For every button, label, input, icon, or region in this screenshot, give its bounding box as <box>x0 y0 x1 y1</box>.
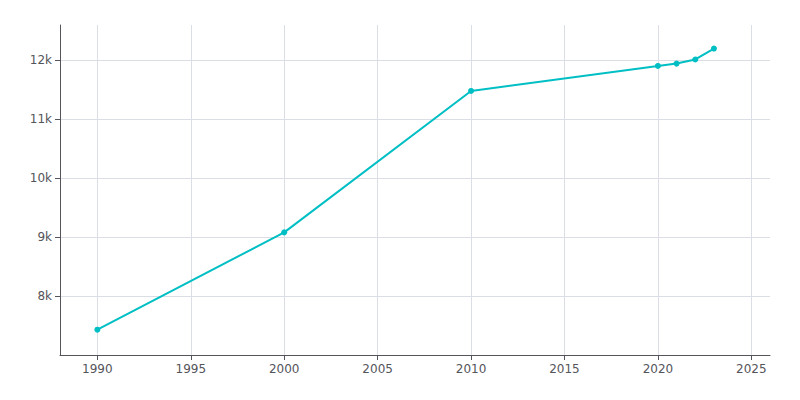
svg-text:12k: 12k <box>30 53 52 67</box>
svg-text:2020: 2020 <box>643 362 674 376</box>
svg-text:11k: 11k <box>30 112 52 126</box>
svg-text:2005: 2005 <box>362 362 393 376</box>
svg-text:1990: 1990 <box>82 362 113 376</box>
svg-text:9k: 9k <box>37 230 52 244</box>
svg-text:2025: 2025 <box>736 362 767 376</box>
svg-text:1995: 1995 <box>176 362 207 376</box>
svg-text:10k: 10k <box>30 171 52 185</box>
svg-text:8k: 8k <box>37 289 52 303</box>
svg-text:2010: 2010 <box>456 362 487 376</box>
svg-text:2000: 2000 <box>269 362 300 376</box>
svg-text:2015: 2015 <box>549 362 580 376</box>
